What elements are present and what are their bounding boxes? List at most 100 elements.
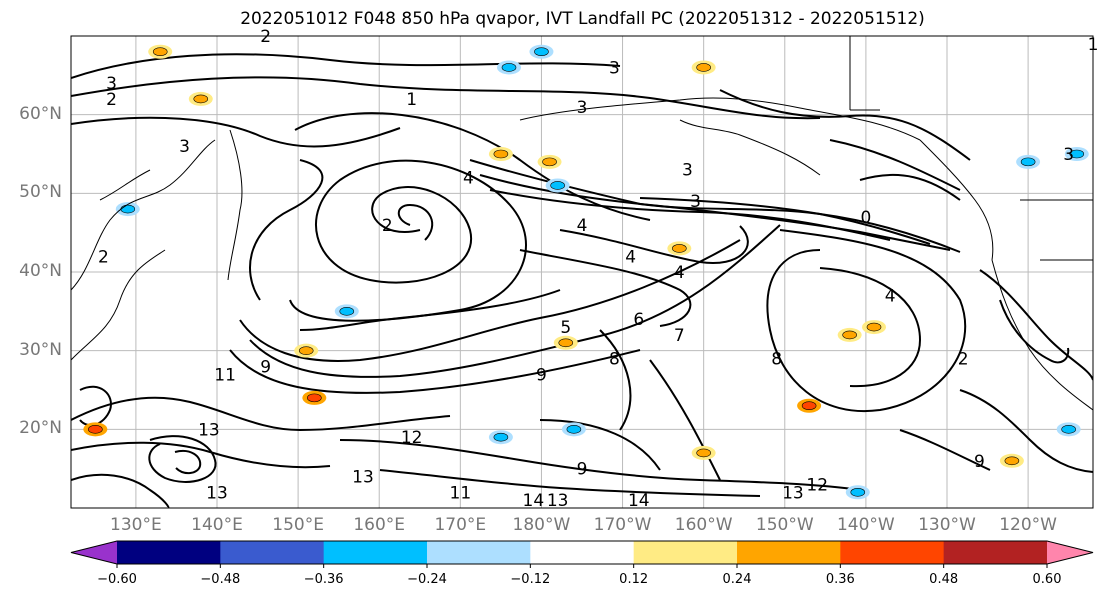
colorbar-tick-label: −0.60 (97, 572, 137, 587)
contour-label: 13 (782, 483, 804, 503)
qvapor-patch (537, 154, 562, 169)
qvapor-patch (83, 422, 108, 437)
contour-label: 3 (577, 98, 588, 118)
contour-label: 3 (690, 192, 701, 212)
lon-tick-label: 170°E (434, 515, 487, 535)
colorbar-tick-label: 0.12 (619, 572, 649, 587)
contour-label: 9 (974, 452, 985, 472)
lat-tick-label: 50°N (19, 182, 62, 203)
qvapor-patch (1056, 422, 1081, 437)
qvapor-patch (488, 147, 513, 161)
contour-label: 4 (463, 169, 474, 189)
qvapor-patch (862, 320, 886, 335)
map-title: 2022051012 F048 850 hPa qvapor, IVT Land… (240, 9, 925, 29)
lon-tick-label: 140°E (191, 515, 243, 535)
qvapor-patch (1016, 154, 1041, 169)
qvapor-patch (497, 60, 521, 75)
coastlines (71, 36, 1093, 411)
contour-label: 12 (401, 428, 423, 448)
colorbar-tick-label: −0.48 (200, 572, 241, 587)
lat-tick-label: 40°N (19, 261, 62, 281)
contour-label: 2 (98, 247, 109, 267)
lon-tick-label: 160°W (674, 515, 733, 535)
colorbar-segment (840, 541, 945, 564)
colorbar-segment (323, 541, 428, 564)
contour-label: 13 (198, 420, 220, 440)
qvapor-patch (545, 178, 570, 193)
contour-label: 14 (523, 491, 545, 511)
contour-label: 4 (674, 263, 685, 283)
lon-tick-label: 150°W (755, 515, 814, 535)
colorbar-segment (943, 541, 1048, 564)
qvapor-patch (529, 44, 554, 59)
contour-label: 3 (682, 161, 693, 181)
colorbar-segment (633, 541, 738, 564)
lat-tick-label: 30°N (19, 339, 62, 360)
colorbar-tick-label: 0.60 (1032, 572, 1062, 587)
contour-label: 0 (860, 208, 871, 228)
contour-label: 8 (771, 350, 782, 370)
qvapor-patch (561, 422, 586, 437)
contour-label: 2 (106, 90, 117, 110)
colorbar-tick-label: 0.36 (825, 572, 855, 587)
qvapor-patch (837, 327, 862, 342)
lon-tick-label: 130°W (918, 515, 976, 535)
qvapor-patch (691, 445, 716, 460)
contour-label: 2 (958, 350, 969, 370)
contour-label: 13 (547, 491, 569, 511)
qvapor-shading (83, 44, 1089, 500)
lat-tick-label: 20°N (19, 418, 62, 439)
contour-label: 3 (1063, 145, 1074, 165)
contour-label: 1 (406, 90, 417, 110)
contour-label: 2 (382, 216, 393, 236)
qvapor-patch (294, 343, 319, 358)
lat-tick-label: 60°N (19, 103, 62, 124)
lon-tick-label: 120°W (999, 515, 1057, 535)
qvapor-patch (302, 390, 327, 405)
contour-label: 13 (352, 468, 374, 488)
contour-label: 14 (628, 491, 650, 511)
qvapor-patch (691, 60, 716, 75)
map-frame (70, 35, 1094, 509)
contour-label: 4 (577, 216, 588, 236)
contour-label: 2 (260, 27, 271, 47)
colorbar-segment (427, 541, 531, 564)
colorbar-tick-label: −0.12 (510, 572, 551, 587)
contour-label: 9 (577, 460, 588, 480)
colorbar-tick-label: 0.24 (722, 572, 752, 587)
colorbar-tick-label: −0.24 (407, 572, 447, 587)
qvapor-patch (999, 453, 1024, 468)
lon-tick-label: 130°E (110, 515, 162, 535)
qvapor-patch (845, 485, 870, 500)
contour-label: 11 (214, 365, 236, 385)
qvapor-patch (334, 304, 359, 319)
colorbar-segment (117, 541, 221, 564)
lon-tick-label: 180°W (512, 515, 571, 535)
colorbar-extend-min (71, 541, 117, 564)
colorbar-segment (737, 541, 841, 564)
contour-label: 9 (536, 365, 547, 385)
lon-tick-label: 150°E (272, 515, 324, 535)
colorbar-extend-max (1047, 541, 1093, 564)
contour-label: 7 (674, 326, 685, 346)
contour-label: 6 (633, 310, 644, 330)
contour-label: 8 (609, 350, 620, 370)
qvapor-patch (553, 335, 578, 350)
lon-tick-label: 160°E (353, 515, 406, 535)
colorbar (70, 540, 1094, 568)
colorbar-tick-label: −0.36 (303, 572, 344, 587)
colorbar-segment (220, 541, 325, 564)
contour-label: 4 (625, 247, 636, 267)
qvapor-patch (488, 430, 513, 445)
contour-label: 11 (450, 483, 472, 503)
lon-tick-label: 170°W (593, 515, 652, 535)
contour-label: 3 (106, 74, 117, 94)
contour-label: 9 (260, 357, 271, 377)
contour-label: 13 (206, 483, 228, 503)
qvapor-patch (797, 398, 822, 413)
contour-label: 3 (179, 137, 190, 157)
contour-label: 4 (885, 287, 896, 307)
colorbar-segment (530, 541, 635, 564)
